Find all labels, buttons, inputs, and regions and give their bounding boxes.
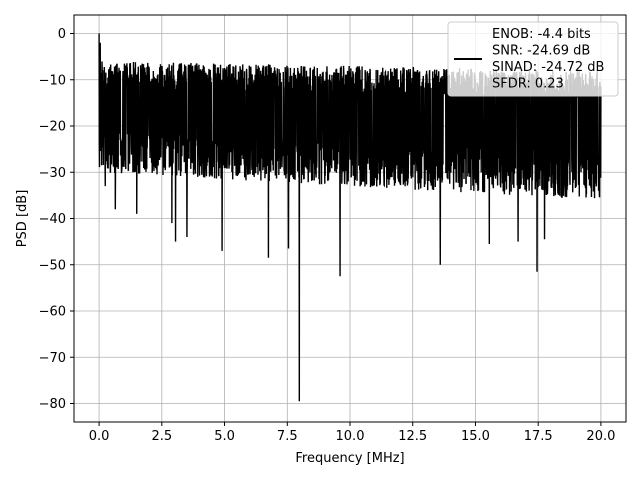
legend-line-snr: SNR: -24.69 dB bbox=[492, 44, 590, 59]
x-tick-label: 0.0 bbox=[89, 429, 110, 444]
x-tick-label: 7.5 bbox=[277, 429, 298, 444]
y-axis-ticks: 0 −10 −20 −30 −40 −50 −60 −70 −80 bbox=[39, 27, 74, 412]
x-tick-label: 10.0 bbox=[336, 429, 365, 444]
x-axis-label: Frequency [MHz] bbox=[295, 451, 404, 466]
y-tick-label: −60 bbox=[39, 305, 66, 320]
x-tick-label: 17.5 bbox=[524, 429, 553, 444]
x-tick-label: 12.5 bbox=[398, 429, 427, 444]
legend-line-sfdr: SFDR: 0.23 bbox=[492, 77, 564, 92]
legend-line-enob: ENOB: -4.4 bits bbox=[492, 27, 591, 42]
y-tick-label: −70 bbox=[39, 351, 66, 366]
legend-box bbox=[447, 21, 619, 97]
y-tick-label: −50 bbox=[39, 258, 66, 273]
y-tick-label: −40 bbox=[39, 212, 66, 227]
legend-line-sinad: SINAD: -24.72 dB bbox=[492, 60, 604, 75]
x-axis-ticks: 0.0 2.5 5.0 7.5 10.0 12.5 15.0 17.5 20.0 bbox=[89, 422, 615, 444]
x-tick-label: 15.0 bbox=[461, 429, 490, 444]
legend: ENOB: -4.4 bits SNR: -24.69 dB SINAD: -2… bbox=[447, 21, 619, 97]
y-tick-label: −20 bbox=[39, 120, 66, 135]
y-tick-label: −10 bbox=[39, 73, 66, 88]
x-tick-label: 5.0 bbox=[214, 429, 235, 444]
psd-series-line bbox=[98, 33, 602, 402]
x-tick-label: 20.0 bbox=[586, 429, 615, 444]
y-axis-label: PSD [dB] bbox=[15, 190, 30, 248]
x-tick-label: 2.5 bbox=[151, 429, 172, 444]
y-tick-label: −30 bbox=[39, 166, 66, 181]
plot-area bbox=[98, 33, 602, 402]
y-tick-label: 0 bbox=[58, 27, 66, 42]
y-tick-label: −80 bbox=[39, 397, 66, 412]
